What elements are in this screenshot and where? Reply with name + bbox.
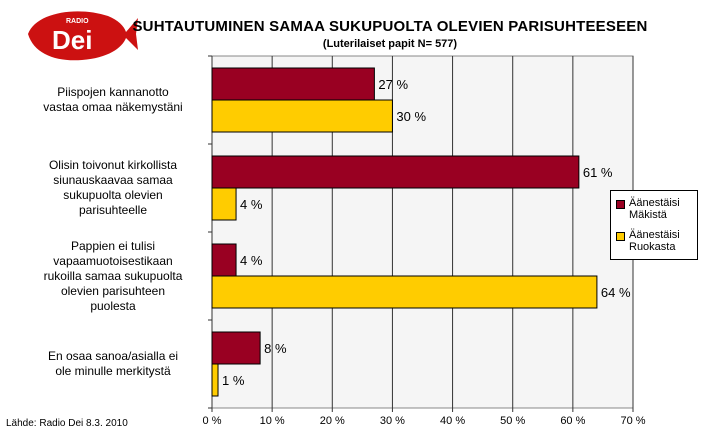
x-tick-label: 40 %	[440, 415, 465, 427]
x-tick-label: 10 %	[260, 415, 285, 427]
category-label: En osaa sanoa/asialla ei ole minulle merk…	[18, 349, 208, 379]
data-label: 4 %	[240, 253, 263, 268]
legend-label-makista-line1: Äänestäisi	[629, 197, 680, 209]
category-label-line: Pappien ei tulisi	[70, 238, 156, 253]
bar-ruokasta	[211, 187, 237, 221]
bar-makista	[211, 67, 375, 101]
legend-label-ruokasta-line2: Ruokasta	[629, 241, 676, 253]
data-label: 1 %	[222, 373, 245, 388]
x-tick-label: 60 %	[560, 415, 585, 427]
data-label: 64 %	[601, 285, 631, 300]
category-label-line: olevien parisuhteen	[60, 283, 166, 298]
category-label-line: sukupuolta olevien	[63, 188, 163, 202]
category-label-line: siunauskaavaa samaa	[53, 173, 173, 187]
legend-label-makista-line2: Mäkistä	[629, 209, 667, 221]
category-label-line: puolesta	[90, 298, 136, 313]
legend-swatch-ruokasta	[616, 232, 625, 241]
data-label: 27 %	[378, 77, 408, 92]
data-label: 30 %	[396, 109, 426, 124]
category-label: Pappien ei tulisi vapaamuotoisestikaan ruk…	[18, 239, 208, 314]
bar-makista	[211, 331, 261, 365]
category-label-line: parisuhteelle	[78, 203, 148, 217]
legend-label-ruokasta-line1: Äänestäisi	[629, 229, 680, 241]
category-label-line: vapaamuotoisestikaan	[53, 253, 173, 268]
x-tick-label: 20 %	[320, 415, 345, 427]
bar-ruokasta	[211, 99, 393, 133]
bar-ruokasta	[211, 363, 219, 397]
category-label-line: Olisin toivonut kirkollista	[48, 158, 178, 172]
bar-ruokasta	[211, 275, 598, 309]
category-label-line: rukoilla samaa sukupuolta	[43, 268, 183, 283]
x-tick-label: 0 %	[203, 415, 222, 427]
data-label: 8 %	[264, 341, 287, 356]
bar-makista	[211, 243, 237, 277]
legend-item-ruokasta: Äänestäisi Ruokasta	[616, 229, 693, 253]
x-tick-label: 30 %	[380, 415, 405, 427]
category-label: Piispojen kannanotto vastaa omaa näkemyst…	[18, 85, 208, 115]
bar-makista	[211, 155, 580, 189]
data-label: 4 %	[240, 197, 263, 212]
category-label-line: En osaa sanoa/asialla ei	[47, 349, 179, 363]
x-tick-label: 50 %	[500, 415, 525, 427]
x-tick-label: 70 %	[620, 415, 645, 427]
legend-item-makista: Äänestäisi Mäkistä	[616, 197, 693, 221]
category-label-line: ole minulle merkitystä	[55, 364, 171, 378]
logo-brand-text: Dei	[52, 25, 92, 55]
source-note: Lähde: Radio Dei 8.3. 2010	[6, 418, 128, 429]
fish-body-shape	[28, 11, 138, 61]
chart-subtitle: (Luterilaiset papit N= 577)	[322, 38, 458, 50]
radio-dei-logo: RADIO Dei	[28, 11, 138, 61]
legend-swatch-makista	[616, 200, 625, 209]
category-label-line: Piispojen kannanotto	[57, 85, 169, 99]
data-label: 61 %	[583, 165, 613, 180]
category-label-line: vastaa omaa näkemystäni	[43, 100, 183, 114]
chart-title: SUHTAUTUMINEN SAMAA SUKUPUOLTA OLEVIEN P…	[132, 18, 648, 35]
category-label: Olisin toivonut kirkollista siunauskaavaa…	[18, 158, 208, 218]
legend: Äänestäisi Mäkistä Äänestäisi Ruokasta	[610, 190, 698, 260]
logo-small-text: RADIO	[66, 18, 89, 25]
